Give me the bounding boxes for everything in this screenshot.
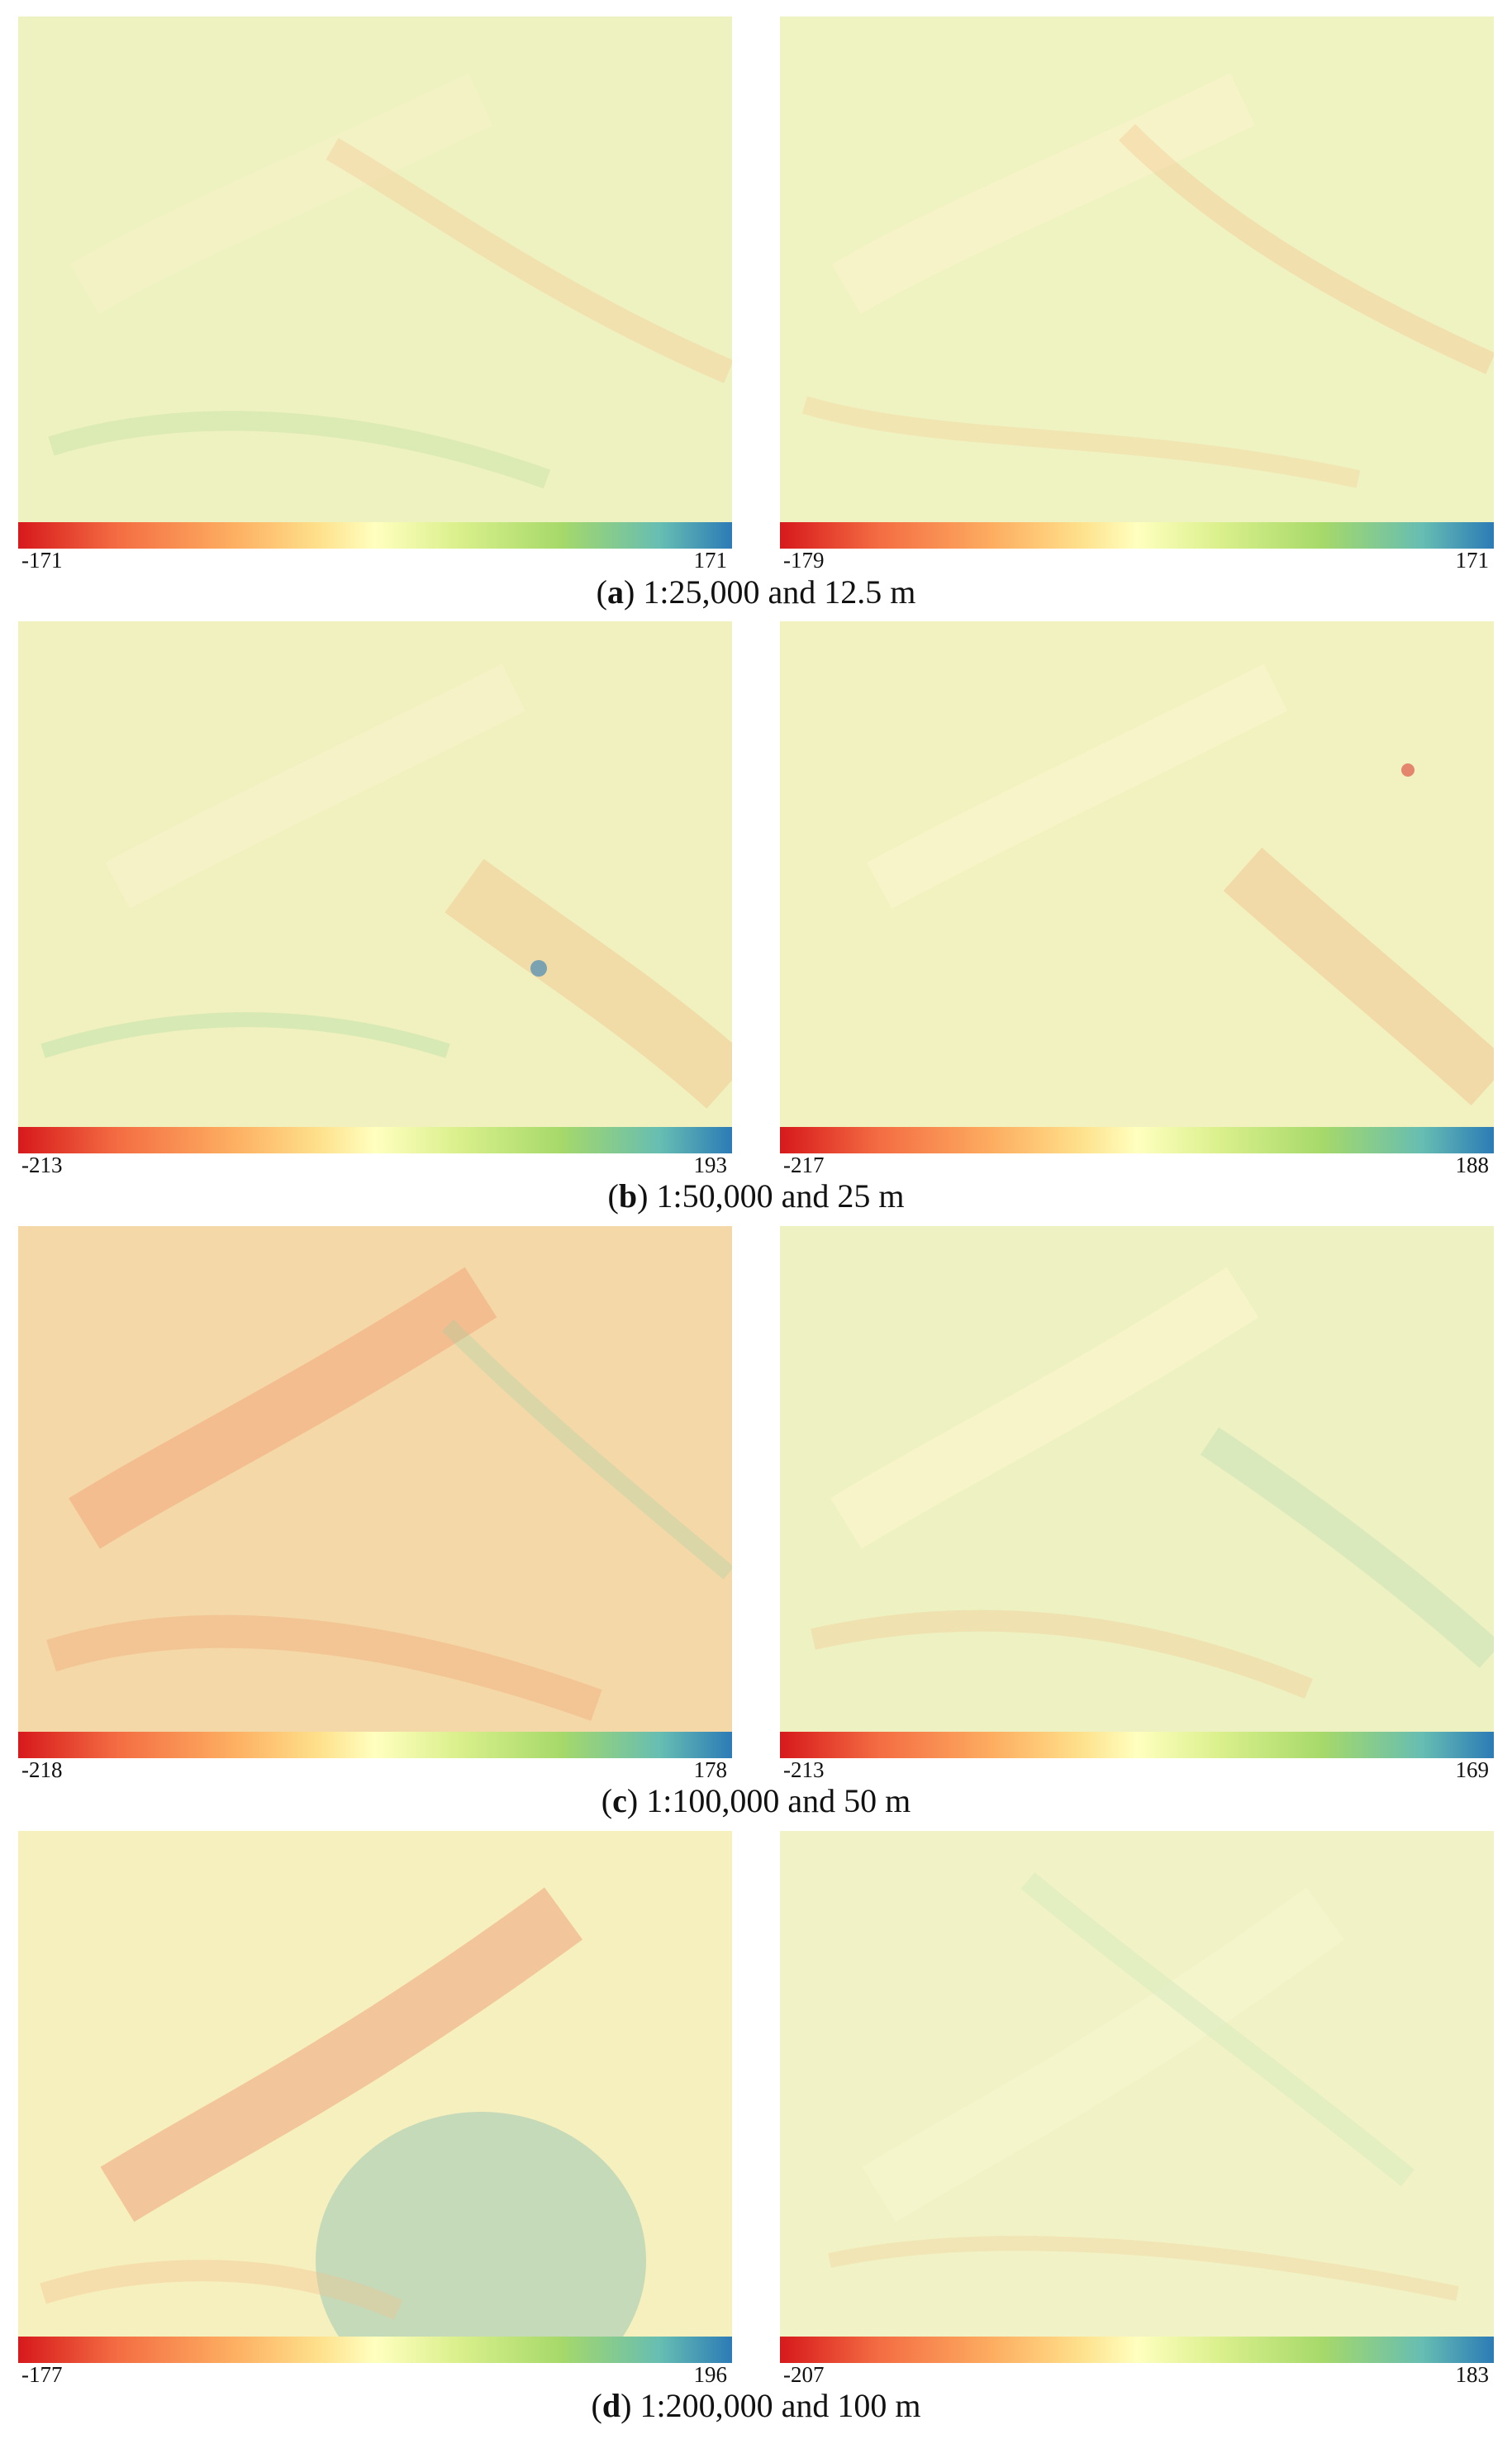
caption-c: (c) 1:100,000 and 50 m (601, 1782, 911, 1819)
colorbar-min-label: -179 (780, 549, 849, 572)
difference-map-c-left (18, 1226, 732, 1732)
colorbar-d-right: -207 183 (780, 2337, 1494, 2386)
colorbar-gradient (780, 2337, 1494, 2363)
caption-b: (b) 1:50,000 and 25 m (607, 1177, 905, 1215)
colorbar-min-label: -207 (780, 2363, 849, 2386)
difference-map-c-right (780, 1226, 1494, 1732)
colorbar-min-label: -213 (780, 1758, 849, 1781)
colorbar-gradient (18, 1127, 732, 1153)
colorbar-max-label: 183 (1423, 2363, 1494, 2386)
caption-a: (a) 1:25,000 and 12.5 m (596, 573, 916, 611)
terrain-texture (780, 17, 1494, 522)
difference-map-a-left (18, 17, 732, 522)
colorbar-min-label: -177 (18, 2363, 88, 2386)
colorbar-d-left: -177 196 (18, 2337, 732, 2386)
colorbar-gradient (780, 1732, 1494, 1758)
colorbar-gradient (780, 522, 1494, 549)
colorbar-c-right: -213 169 (780, 1732, 1494, 1781)
terrain-texture (18, 1831, 732, 2337)
colorbar-c-left: -218 178 (18, 1732, 732, 1781)
colorbar-max-label: 171 (661, 549, 732, 572)
panel-a-left: -171 171 (18, 17, 732, 572)
terrain-texture (780, 1226, 1494, 1732)
panel-d-right: -207 183 (780, 1831, 1494, 2386)
colorbar-max-label: 171 (1423, 549, 1494, 572)
colorbar-max-label: 188 (1423, 1153, 1494, 1177)
caption-d: (d) 1:200,000 and 100 m (591, 2387, 921, 2424)
terrain-texture (18, 17, 732, 522)
colorbar-b-right: -217 188 (780, 1127, 1494, 1177)
colorbar-min-label: -171 (18, 549, 88, 572)
colorbar-min-label: -217 (780, 1153, 849, 1177)
colorbar-max-label: 196 (661, 2363, 732, 2386)
colorbar-a-left: -171 171 (18, 522, 732, 572)
terrain-texture (18, 1226, 732, 1732)
colorbar-min-label: -213 (18, 1153, 88, 1177)
colorbar-max-label: 169 (1423, 1758, 1494, 1781)
colorbar-max-label: 193 (661, 1153, 732, 1177)
colorbar-gradient (18, 2337, 732, 2363)
colorbar-b-left: -213 193 (18, 1127, 732, 1177)
terrain-texture (780, 1831, 1494, 2337)
panel-b-right: -217 188 (780, 621, 1494, 1177)
difference-map-a-right (780, 17, 1494, 522)
colorbar-gradient (18, 1732, 732, 1758)
difference-map-b-left (18, 621, 732, 1127)
panel-d-left: -177 196 (18, 1831, 732, 2386)
terrain-texture (780, 621, 1494, 1127)
terrain-texture (18, 621, 732, 1127)
panel-c-left: -218 178 (18, 1226, 732, 1781)
panel-a-right: -179 171 (780, 17, 1494, 572)
difference-map-b-right (780, 621, 1494, 1127)
difference-map-d-right (780, 1831, 1494, 2337)
colorbar-gradient (780, 1127, 1494, 1153)
panel-c-right: -213 169 (780, 1226, 1494, 1781)
panel-b-left: -213 193 (18, 621, 732, 1177)
colorbar-a-right: -179 171 (780, 522, 1494, 572)
colorbar-gradient (18, 522, 732, 549)
difference-map-d-left (18, 1831, 732, 2337)
colorbar-max-label: 178 (661, 1758, 732, 1781)
colorbar-min-label: -218 (18, 1758, 88, 1781)
